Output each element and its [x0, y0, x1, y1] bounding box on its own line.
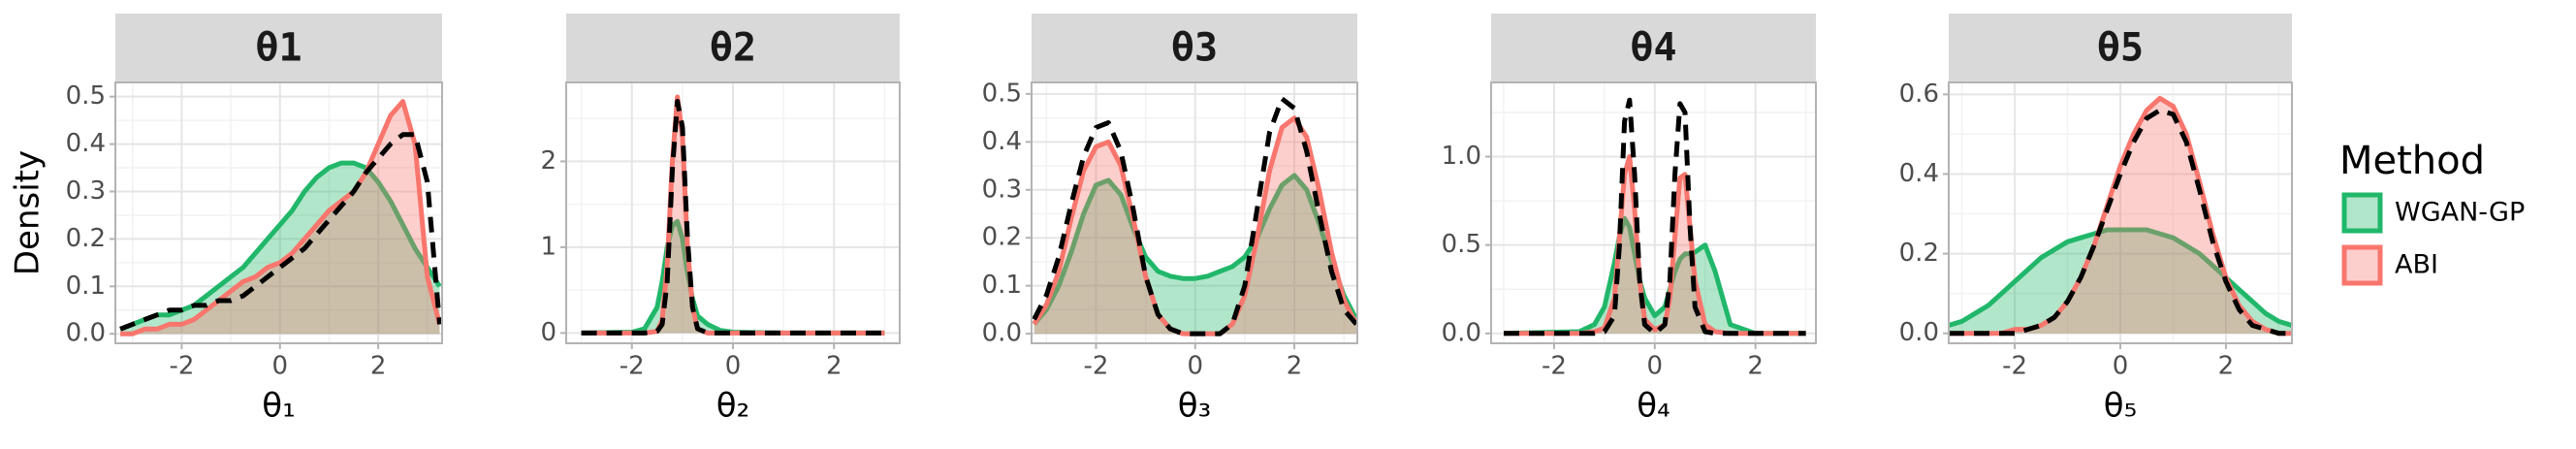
density-line — [120, 99, 442, 337]
y-tick-label: 0.2 — [1899, 239, 1939, 268]
area-fill — [1034, 175, 1356, 335]
strip-title: θ3 — [1171, 26, 1218, 71]
density-line — [1949, 227, 2292, 328]
x-tick-label: 0 — [725, 352, 742, 381]
x-axis-title: θ₅ — [2104, 387, 2137, 426]
y-tick-label: 0 — [540, 318, 557, 347]
y-tick-label: 1 — [540, 232, 557, 261]
x-tick-label: 2 — [370, 352, 387, 381]
density-line — [1503, 215, 1806, 337]
legend-key — [2341, 244, 2383, 286]
y-tick-label: 0.5 — [1442, 230, 1481, 259]
x-tick-label: -2 — [169, 352, 194, 381]
panel-border — [1031, 81, 1358, 344]
y-tick-label: 0.4 — [66, 129, 106, 158]
strip-title: θ2 — [710, 26, 756, 71]
panel-border — [565, 81, 901, 344]
x-axis-title: θ₄ — [1637, 387, 1670, 426]
y-tick-label: 0.0 — [1899, 318, 1939, 347]
y-tick-label: 0.4 — [982, 127, 1022, 156]
area-fill — [1949, 98, 2292, 334]
panel-background — [1491, 82, 1816, 343]
x-tick-label: 0 — [1187, 352, 1203, 381]
area-fill — [120, 163, 440, 335]
x-axis-title: θ₂ — [716, 387, 749, 426]
legend-key — [2341, 192, 2383, 234]
legend-title: Method — [2339, 139, 2485, 183]
legend-label: WGAN-GP — [2395, 198, 2525, 228]
strip-title: θ5 — [2097, 26, 2144, 71]
dashed-line — [119, 132, 442, 332]
y-tick-label: 0.5 — [66, 81, 106, 111]
dashed-line — [1032, 96, 1357, 337]
y-tick-label: 0.2 — [66, 224, 106, 253]
x-tick-label: 0 — [271, 352, 288, 381]
legend-label: ABI — [2395, 250, 2438, 280]
x-tick-label: -2 — [1084, 352, 1109, 381]
strip-title: θ4 — [1630, 26, 1676, 71]
panel-border — [1948, 81, 2293, 344]
dashed-line — [1949, 108, 2292, 337]
strip — [1491, 14, 1816, 82]
y-tick-label: 1.0 — [1442, 142, 1481, 171]
dashed-line — [581, 99, 885, 336]
y-tick-label: 0.6 — [1899, 80, 1939, 109]
x-tick-label: 0 — [2113, 352, 2129, 381]
dashed-line — [1504, 97, 1806, 337]
y-axis-title: Density — [9, 150, 48, 275]
x-tick-label: 0 — [1647, 352, 1664, 381]
area-fill — [1034, 117, 1356, 335]
density-line — [119, 160, 442, 332]
x-axis-title: θ₃ — [1178, 387, 1211, 426]
x-tick-label: 2 — [826, 352, 843, 381]
x-tick-label: -2 — [2002, 352, 2027, 381]
area-fill — [1949, 230, 2292, 334]
y-tick-label: 0.4 — [1899, 159, 1939, 188]
y-tick-label: 0.0 — [66, 319, 106, 348]
x-tick-label: 2 — [1747, 352, 1764, 381]
x-tick-label: 2 — [2218, 352, 2235, 381]
panel-border — [1490, 81, 1817, 344]
x-tick-label: -2 — [620, 352, 645, 381]
strip — [1949, 14, 2292, 82]
y-tick-label: 0.1 — [66, 272, 106, 301]
strip — [115, 14, 442, 82]
y-tick-label: 0.5 — [982, 79, 1022, 108]
y-tick-label: 0.0 — [1442, 318, 1481, 347]
density-line — [1032, 173, 1357, 326]
y-tick-label: 2 — [540, 146, 557, 176]
y-tick-label: 0.3 — [66, 176, 106, 206]
area-fill — [120, 101, 440, 335]
y-tick-label: 0.3 — [982, 175, 1022, 204]
panel-border — [114, 81, 443, 344]
strip — [566, 14, 900, 82]
y-tick-label: 0.2 — [982, 223, 1022, 252]
strip — [1032, 14, 1357, 82]
y-tick-label: 0.1 — [982, 271, 1022, 300]
x-tick-label: -2 — [1542, 352, 1567, 381]
strip-title: θ1 — [255, 26, 302, 71]
x-axis-title: θ₁ — [262, 387, 295, 426]
y-tick-label: 0.0 — [982, 319, 1022, 348]
x-tick-label: 2 — [1287, 352, 1303, 381]
